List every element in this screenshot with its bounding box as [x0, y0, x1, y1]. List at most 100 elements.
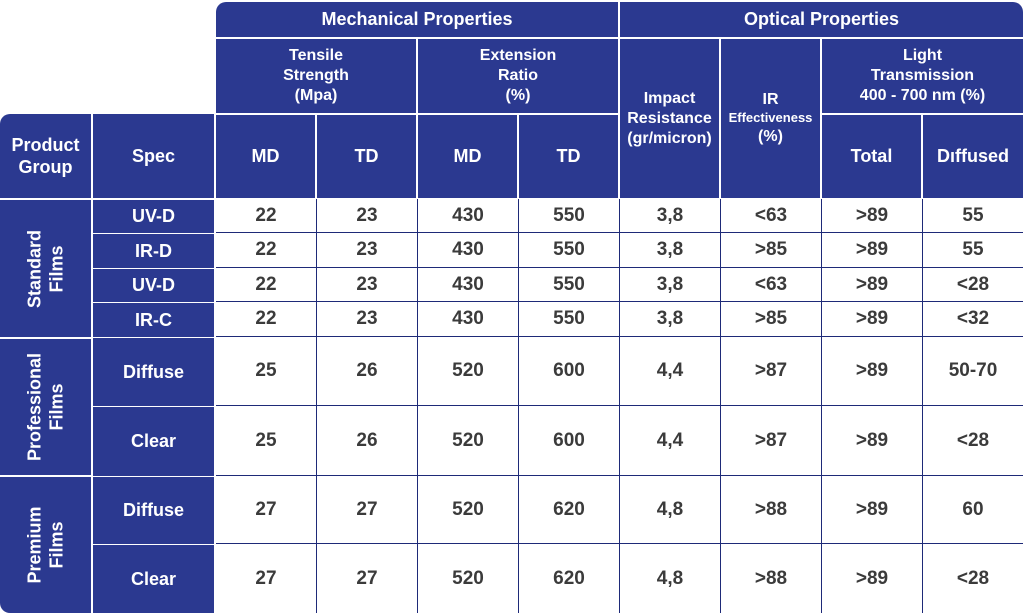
group-standard-films-label: Standard Films [23, 229, 66, 308]
impact-resistance-cell: 3,8 [620, 302, 721, 337]
tensile-md-cell: 22 [216, 199, 317, 233]
tensile-md-label: MD [251, 146, 280, 167]
product-group-header: Product Group [0, 114, 92, 198]
impact-resistance-cell: 3,8 [620, 233, 721, 268]
light-total-header: Total [822, 114, 922, 198]
ir-effectiveness-label: Effectiveness [728, 110, 813, 126]
extension-td-header: TD [519, 114, 619, 198]
extension-td-cell: 600 [519, 406, 620, 476]
light-total-cell: >89 [822, 406, 923, 476]
spec-cell: UV-D [93, 199, 215, 233]
light-total-cell: >89 [822, 544, 923, 613]
extension-td-cell: 550 [519, 302, 620, 337]
extension-td-cell: 550 [519, 233, 620, 268]
tensile-md-cell: 25 [216, 337, 317, 406]
tensile-md-cell: 22 [216, 302, 317, 337]
spec-cell: UV-D [93, 268, 215, 302]
extension-md-cell: 430 [418, 268, 519, 302]
ir-unit-label: (%) [758, 127, 783, 145]
ir-effectiveness-cell: <63 [721, 268, 822, 302]
extension-md-cell: 430 [418, 233, 519, 268]
light-total-label: Total [850, 146, 893, 167]
light-diffused-header: Dıffused [923, 114, 1023, 198]
tensile-strength-header: Tensile Strength (Mpa) [216, 38, 417, 113]
impact-resistance-cell: 3,8 [620, 268, 721, 302]
tensile-td-cell: 26 [317, 406, 418, 476]
impact-resistance-cell: 3,8 [620, 199, 721, 233]
light-transmission-label: Light Transmission 400 - 700 nm (%) [859, 47, 986, 104]
spec-cell: Clear [93, 406, 215, 476]
ir-effectiveness-cell: >85 [721, 302, 822, 337]
light-total-cell: >89 [822, 476, 923, 544]
tensile-td-cell: 23 [317, 199, 418, 233]
spec-label: Spec [131, 145, 176, 166]
light-total-cell: >89 [822, 337, 923, 406]
tensile-md-header: MD [216, 114, 316, 198]
light-diffused-cell: <28 [923, 544, 1023, 613]
optical-properties-label: Optical Properties [743, 9, 900, 30]
mechanical-properties-header: Mechanical Properties [216, 2, 619, 37]
extension-ratio-header: Extension Ratio (%) [418, 38, 619, 113]
spec-cell: IR-D [93, 233, 215, 268]
tensile-td-header: TD [317, 114, 417, 198]
extension-td-cell: 550 [519, 199, 620, 233]
tensile-md-cell: 27 [216, 544, 317, 613]
extension-td-cell: 620 [519, 544, 620, 613]
tensile-md-cell: 22 [216, 268, 317, 302]
tensile-td-label: TD [354, 146, 379, 167]
spec-cell: Clear [93, 544, 215, 613]
light-diffused-cell: <28 [923, 406, 1023, 476]
tensile-md-cell: 25 [216, 406, 317, 476]
extension-md-label: MD [453, 146, 482, 167]
optical-properties-header: Optical Properties [620, 2, 1023, 37]
impact-resistance-cell: 4,8 [620, 544, 721, 613]
ir-label: IR [762, 91, 779, 109]
light-diffused-cell: <32 [923, 302, 1023, 337]
extension-md-cell: 520 [418, 337, 519, 406]
light-transmission-header: Light Transmission 400 - 700 nm (%) [822, 38, 1023, 113]
impact-resistance-header: Impact Resistance (gr/micron) [620, 38, 720, 198]
spec-header: Spec [93, 114, 215, 198]
impact-resistance-cell: 4,4 [620, 406, 721, 476]
tensile-td-cell: 27 [317, 544, 418, 613]
light-diffused-cell: <28 [923, 268, 1023, 302]
ir-effectiveness-header: IR Effectiveness (%) [721, 38, 821, 198]
extension-md-cell: 520 [418, 544, 519, 613]
tensile-td-cell: 23 [317, 233, 418, 268]
extension-td-cell: 620 [519, 476, 620, 544]
extension-md-cell: 520 [418, 476, 519, 544]
tensile-td-cell: 23 [317, 302, 418, 337]
extension-td-label: TD [556, 146, 581, 167]
spec-cell: Diffuse [93, 337, 215, 406]
ir-effectiveness-cell: >87 [721, 337, 822, 406]
impact-resistance-cell: 4,8 [620, 476, 721, 544]
mechanical-properties-label: Mechanical Properties [321, 9, 513, 30]
extension-md-cell: 430 [418, 302, 519, 337]
extension-md-cell: 430 [418, 199, 519, 233]
spec-cell: Diffuse [93, 476, 215, 544]
light-diffused-cell: 60 [923, 476, 1023, 544]
light-diffused-cell: 55 [923, 233, 1023, 268]
tensile-strength-label: Tensile Strength (Mpa) [283, 47, 349, 104]
extension-ratio-label: Extension Ratio (%) [479, 47, 557, 104]
tensile-md-cell: 22 [216, 233, 317, 268]
product-group-label: Product Group [11, 134, 80, 178]
group-professional-films: Professional Films [0, 338, 92, 475]
tensile-td-cell: 23 [317, 268, 418, 302]
light-diffused-label: Dıffused [937, 146, 1009, 167]
light-diffused-cell: 55 [923, 199, 1023, 233]
spec-cell: IR-C [93, 302, 215, 337]
tensile-td-cell: 27 [317, 476, 418, 544]
group-premium-films-label: Premium Films [23, 506, 66, 584]
extension-md-header: MD [418, 114, 518, 198]
light-diffused-cell: 50-70 [923, 337, 1023, 406]
ir-effectiveness-cell: <63 [721, 199, 822, 233]
tensile-td-cell: 26 [317, 337, 418, 406]
ir-effectiveness-cell: >88 [721, 544, 822, 613]
ir-effectiveness-cell: >88 [721, 476, 822, 544]
group-standard-films: Standard Films [0, 199, 92, 337]
light-total-cell: >89 [822, 199, 923, 233]
light-total-cell: >89 [822, 268, 923, 302]
extension-td-cell: 600 [519, 337, 620, 406]
group-professional-films-label: Professional Films [23, 352, 66, 462]
